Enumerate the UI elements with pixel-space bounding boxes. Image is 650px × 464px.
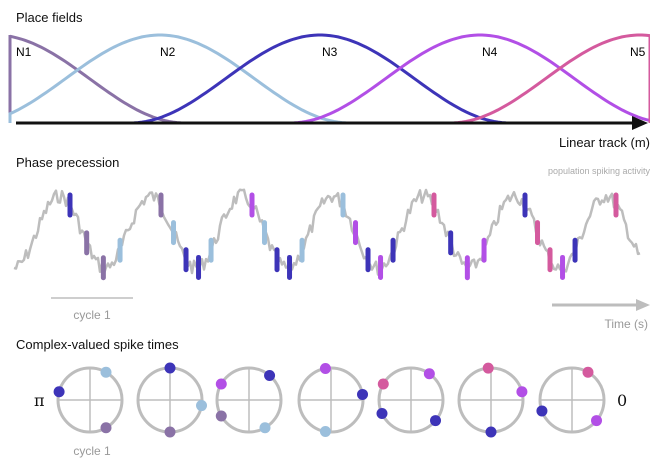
place-field-n5 (449, 33, 650, 125)
spike-dot (100, 422, 112, 434)
track-axis-arrowhead (632, 116, 648, 130)
population-activity-trace (13, 188, 641, 276)
phase-circles (53, 362, 606, 438)
spike-dot (319, 362, 331, 374)
phase-circle (53, 366, 124, 434)
cycle-label-top: cycle 1 (73, 308, 111, 322)
pi-label: π (34, 391, 45, 410)
spike-dot (100, 366, 112, 378)
phase-circle (376, 366, 445, 434)
phase-circle (457, 362, 528, 438)
phase-circle (297, 362, 369, 438)
neuron-label-n1: N1 (16, 45, 32, 59)
place-field-n1 (8, 34, 186, 125)
place-fields-title: Place fields (16, 10, 83, 25)
neuron-label-n5: N5 (630, 45, 646, 59)
track-axis-label: Linear track (m) (559, 135, 650, 150)
time-axis-arrowhead (636, 299, 650, 311)
spike-dot (164, 426, 176, 438)
neuron-label-n3: N3 (322, 45, 338, 59)
spike-dot (259, 422, 271, 434)
phase-circle (536, 366, 606, 434)
spike-dot (215, 410, 227, 422)
spike-dot (357, 388, 369, 400)
spike-dot (536, 405, 548, 417)
spike-dot (482, 362, 494, 374)
spike-dot (376, 408, 388, 420)
spike-dot (582, 366, 594, 378)
spike-dot (53, 386, 65, 398)
spike-dot (377, 378, 389, 390)
spike-dot (319, 426, 331, 438)
time-axis-label: Time (s) (604, 317, 648, 331)
spike-dot (196, 400, 208, 412)
spike-dot (516, 386, 528, 398)
zero-label: 0 (617, 391, 627, 410)
spike-dot (430, 415, 442, 427)
spike-dot (485, 426, 497, 438)
population-activity-label: population spiking activity (548, 166, 650, 176)
phase-circle (215, 366, 283, 434)
spike-dot (164, 362, 176, 374)
place-field-curves (8, 33, 650, 125)
complex-spikes-title: Complex-valued spike times (16, 337, 179, 352)
phase-circle (136, 362, 208, 438)
spike-dot (264, 369, 276, 381)
neuron-label-n4: N4 (482, 45, 498, 59)
phase-spike-marks (67, 192, 619, 281)
cycle-label-bottom: cycle 1 (73, 444, 111, 458)
place-field-n4 (289, 33, 650, 125)
spike-dot (423, 368, 435, 380)
neuron-label-n2: N2 (160, 45, 176, 59)
place-field-n3 (129, 33, 511, 125)
spike-dot (591, 415, 603, 427)
phase-precession-title: Phase precession (16, 155, 119, 170)
spike-dot (215, 378, 227, 390)
place-field-n2 (8, 33, 351, 125)
